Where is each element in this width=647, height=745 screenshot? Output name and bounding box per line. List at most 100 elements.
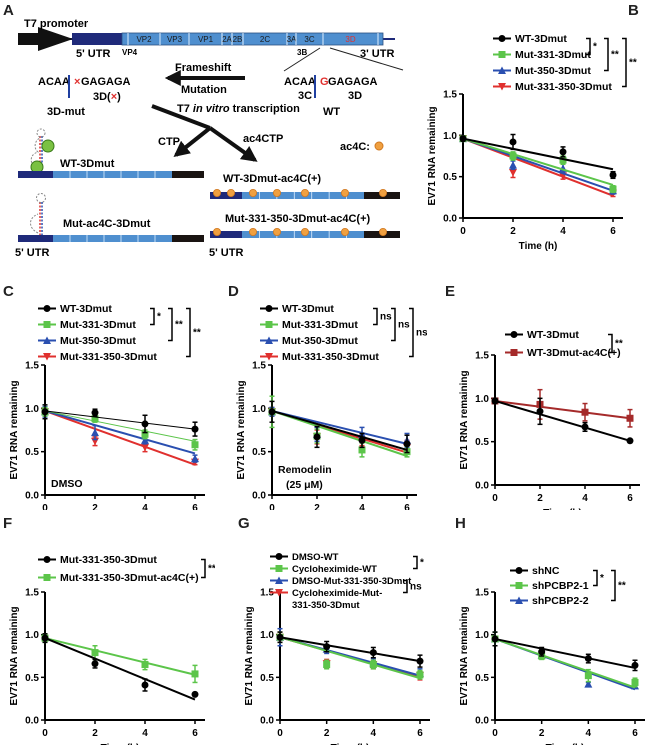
data-point — [509, 152, 517, 160]
frameshift-label: Frameshift — [175, 62, 232, 74]
data-point — [141, 443, 149, 452]
significance-label: ** — [611, 50, 619, 61]
wt-3c-label: 3C — [298, 90, 312, 102]
panel-label-g: G — [238, 515, 250, 532]
stemloop-wt-icon — [30, 128, 55, 174]
x-tick-label: 6 — [627, 493, 633, 504]
data-point — [265, 321, 273, 328]
data-point — [141, 420, 149, 428]
ac4c-dot-icon — [212, 188, 221, 197]
legend-label: Mut-331-350-3Dmut-ac4C(+) — [60, 572, 199, 584]
construct-coding — [53, 171, 172, 178]
wt-seq-left: ACAA — [284, 76, 316, 88]
significance-label: ns — [410, 582, 422, 593]
wt-seq-right: GAGAGA — [328, 76, 378, 88]
x-tick-label: 4 — [359, 503, 365, 510]
condition-annotation: DMSO — [51, 478, 83, 490]
data-point — [609, 171, 617, 179]
significance-bracket — [201, 558, 206, 579]
significance-label: * — [420, 558, 424, 569]
data-point — [515, 596, 523, 604]
panel-label-h: H — [455, 515, 466, 532]
legend-label: WT-3Dmut — [282, 303, 334, 315]
legend-label: shNC — [532, 565, 560, 577]
construct-utr3 — [172, 171, 204, 178]
data-point — [491, 397, 499, 405]
data-point — [581, 408, 589, 416]
ac4c-dot-icon — [212, 227, 221, 236]
fit-line — [494, 399, 631, 442]
ac4c-dot-icon — [226, 188, 235, 197]
significance-label: ** — [175, 320, 183, 331]
construct-utr5 — [210, 231, 242, 238]
ctp-arrow-icon — [173, 126, 212, 157]
mut-deleted-base-icon: × — [74, 76, 80, 88]
t7-promoter-label: T7 promoter — [24, 18, 89, 30]
significance-bracket — [391, 307, 396, 342]
data-point — [275, 576, 283, 584]
significance-label: * — [600, 573, 604, 584]
legend-label: shPCBP2-1 — [532, 580, 589, 592]
fit-line — [44, 637, 196, 676]
mut-name-label: 3D-mut — [47, 106, 85, 118]
data-point — [509, 161, 517, 169]
vp4-label: VP4 — [122, 48, 138, 57]
data-point — [265, 336, 273, 344]
gene-label-2a: 2A — [222, 35, 232, 44]
data-point — [559, 148, 567, 156]
data-point — [91, 409, 99, 417]
mut-seq-right: GAGAGA — [81, 76, 131, 88]
legend-label: Cycloheximide-WT — [292, 564, 377, 575]
panel-a-schematic: T7 promoter 5' UTR VP2 VP3 VP1 2A 2B 2C 3A 3C 3D… — [15, 18, 404, 259]
fit-line — [462, 137, 614, 186]
x-axis-label: Time (h) — [101, 743, 140, 745]
y-tick-label: 1.0 — [25, 630, 39, 641]
y-axis-label: EV71 RNA remaining — [459, 370, 470, 469]
legend-label: WT-3Dmut — [527, 329, 579, 341]
x-tick-label: 2 — [92, 503, 98, 510]
data-point — [416, 671, 424, 679]
data-point — [584, 672, 592, 680]
data-point — [43, 321, 51, 328]
chart-b: 0.0 0.5 1.0 1.5 0 2 4 6 Time (h) EV71 RNA remaini… — [427, 33, 637, 252]
y-axis-label: EV71 RNA remaining — [9, 606, 20, 705]
y-tick-label: 1.0 — [25, 404, 39, 415]
x-tick-label: 6 — [404, 503, 410, 510]
data-point — [416, 657, 424, 665]
significance-bracket — [622, 37, 627, 88]
data-point — [515, 582, 523, 589]
data-point — [510, 331, 518, 338]
legend-label: Mut-331-350-3Dmut — [515, 81, 612, 93]
fit-line — [279, 636, 421, 663]
legend-label: Mut-331-3Dmut — [515, 49, 591, 61]
significance-bracket — [409, 307, 414, 358]
significance-label: ** — [208, 564, 215, 575]
mut-3d-label: 3D(×) — [93, 91, 121, 103]
data-point — [459, 135, 467, 143]
significance-label: ns — [416, 328, 427, 339]
significance-label: ns — [398, 320, 410, 331]
x-tick-label: 0 — [277, 728, 283, 739]
x-tick-label: 2 — [314, 503, 320, 510]
significance-label: ** — [193, 328, 201, 339]
ac4c-dot-icon — [378, 227, 387, 236]
data-point — [43, 556, 51, 563]
construct-wt-ac4c-bar — [210, 188, 400, 199]
x-tick-label: 0 — [492, 728, 498, 739]
data-point — [323, 643, 331, 651]
data-point — [41, 408, 49, 416]
gene-label-2c: 2C — [260, 35, 270, 44]
x-tick-label: 4 — [560, 226, 566, 237]
legend-label: Cycloheximide-Mut- — [292, 588, 382, 599]
data-point — [491, 635, 499, 643]
data-point — [43, 574, 51, 581]
y-tick-label: 1.0 — [475, 630, 489, 641]
data-point — [323, 661, 331, 669]
fit-line — [271, 409, 408, 451]
data-point — [584, 655, 592, 663]
data-point — [91, 428, 99, 437]
significance-bracket — [586, 37, 591, 56]
mut-seq-left: ACAA — [38, 76, 70, 88]
chart-g: 0.0 0.5 1.0 1.5 0 2 4 6 Time (h) EV71 RNA remaini… — [244, 552, 430, 745]
stemloop-mut-icon — [30, 193, 46, 235]
